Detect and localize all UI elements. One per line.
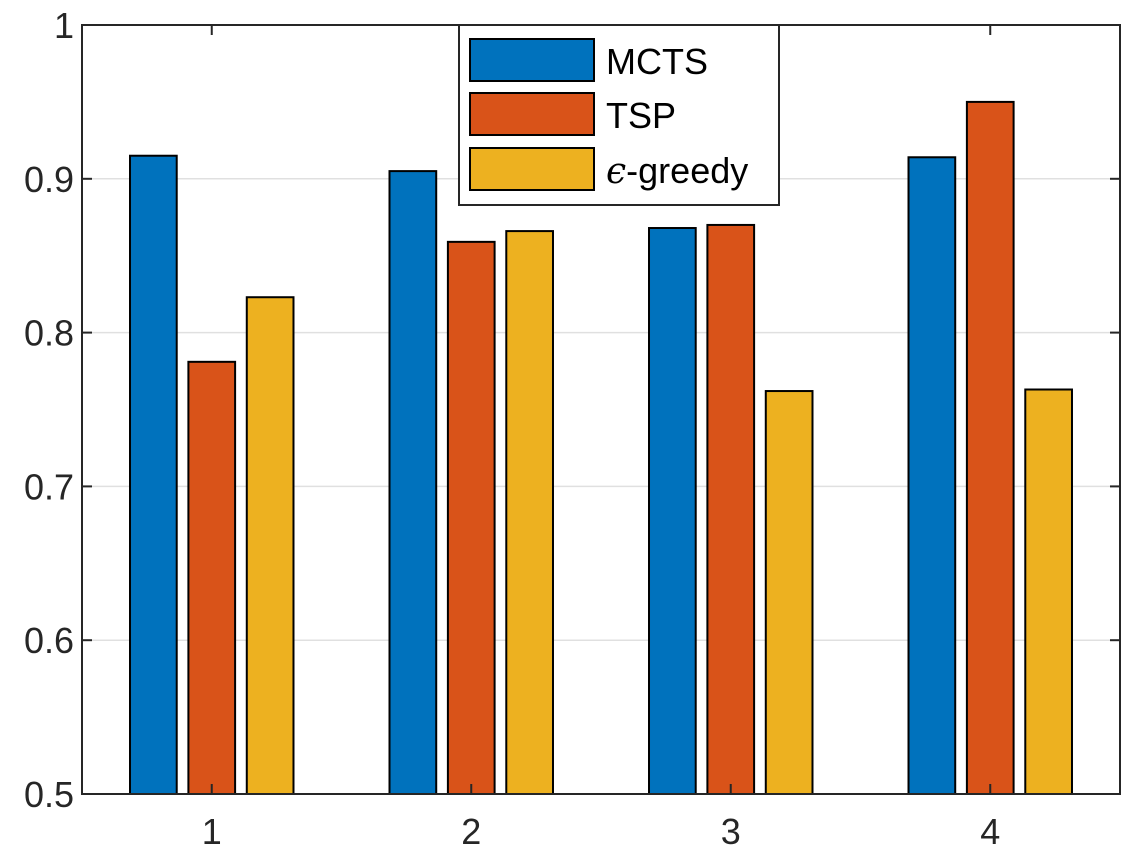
- bar-series-2-category-3: [706, 223, 756, 795]
- y-tick-label: 0.5: [24, 774, 74, 815]
- bar-series-1-category-3: [648, 227, 697, 796]
- y-tick-label: 0.6: [24, 620, 74, 661]
- legend-swatch-tsp: [469, 92, 595, 136]
- bars: [129, 100, 1073, 796]
- y-tick-label: 0.9: [24, 159, 74, 200]
- x-tick-label: 4: [980, 811, 1000, 852]
- bar-series-3-category-4: [1024, 388, 1073, 795]
- epsilon-symbol: ϵ: [606, 151, 626, 192]
- bar-series-3-category-2: [505, 230, 554, 796]
- legend-label-epsilon-greedy: ϵ-greedy: [606, 150, 748, 192]
- y-tick-label: 0.8: [24, 313, 74, 354]
- bar-series-3-category-1: [245, 296, 295, 795]
- legend-swatch-mcts: [469, 38, 595, 82]
- x-axis-tick-labels: 1 2 3 4: [202, 811, 1001, 852]
- bar-series-2-category-4: [965, 100, 1015, 795]
- bar-series-2-category-2: [446, 240, 496, 796]
- bar-series-1-category-2: [388, 170, 438, 796]
- legend-label-tsp: TSP: [606, 95, 676, 136]
- y-tick-label: 1: [54, 5, 74, 46]
- bar-series-1-category-1: [129, 154, 178, 796]
- y-tick-label: 0.7: [24, 466, 74, 507]
- bar-series-1-category-4: [907, 156, 957, 795]
- bar-series-3-category-3: [764, 390, 814, 795]
- legend: MCTS TSP ϵ-greedy: [458, 24, 780, 206]
- legend-label-greedy-text: -greedy: [626, 150, 748, 191]
- x-tick-label: 1: [202, 811, 222, 852]
- legend-swatch-epsilon-greedy: [469, 147, 595, 191]
- axis-ticks: [82, 24, 1120, 795]
- bar-series-2-category-1: [187, 360, 237, 795]
- y-axis-tick-labels: 0.5 0.6 0.7 0.8 0.9 1: [24, 5, 74, 815]
- x-tick-label: 2: [461, 811, 481, 852]
- x-tick-label: 3: [721, 811, 741, 852]
- legend-label-mcts: MCTS: [606, 41, 708, 82]
